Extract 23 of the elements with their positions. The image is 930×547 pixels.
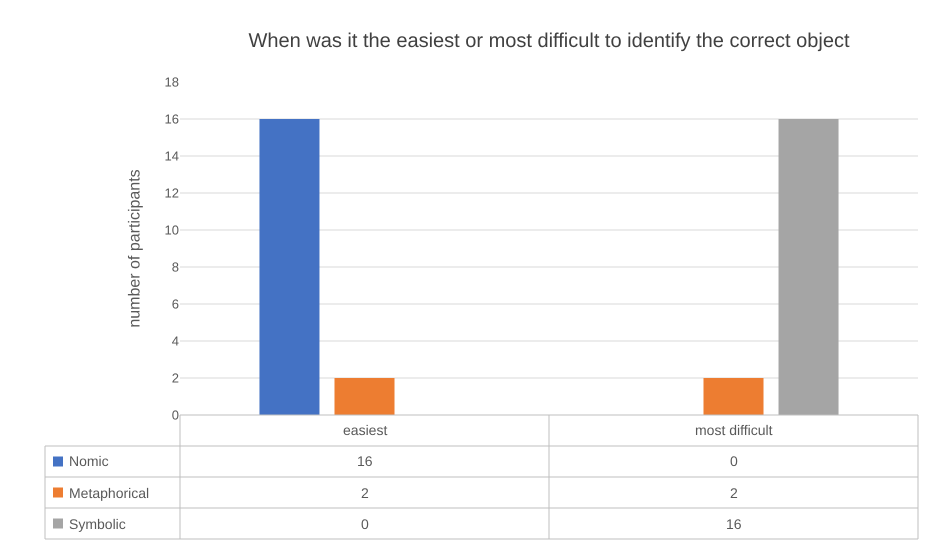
data-label: 0 (361, 516, 369, 532)
y-tick-label: 6 (172, 296, 179, 312)
y-tick-label: 12 (164, 186, 179, 201)
y-tick-label: 10 (164, 222, 179, 238)
legend-label: Metaphorical (69, 485, 150, 501)
data-label: 2 (361, 485, 369, 501)
y-tick-label: 0 (172, 408, 179, 423)
y-tick-label: 16 (164, 112, 179, 127)
data-label: 2 (730, 485, 738, 501)
x-tick-label: most difficult (695, 422, 773, 438)
y-axis-title: number of participants (126, 169, 144, 328)
chart-title: When was it the easiest or most difficult to identify the correct object (248, 30, 850, 52)
data-label: 16 (726, 516, 742, 532)
y-tick-label: 2 (172, 370, 179, 386)
y-tick-label: 8 (172, 260, 179, 275)
y-tick-label: 4 (172, 334, 179, 349)
legend-label: Symbolic (69, 516, 126, 532)
legend-label: Nomic (69, 453, 109, 469)
x-tick-label: easiest (343, 422, 388, 438)
data-label: 16 (357, 453, 373, 469)
y-tick-label: 18 (164, 74, 179, 90)
y-tick-label: 14 (164, 148, 179, 164)
data-label: 0 (730, 453, 738, 469)
